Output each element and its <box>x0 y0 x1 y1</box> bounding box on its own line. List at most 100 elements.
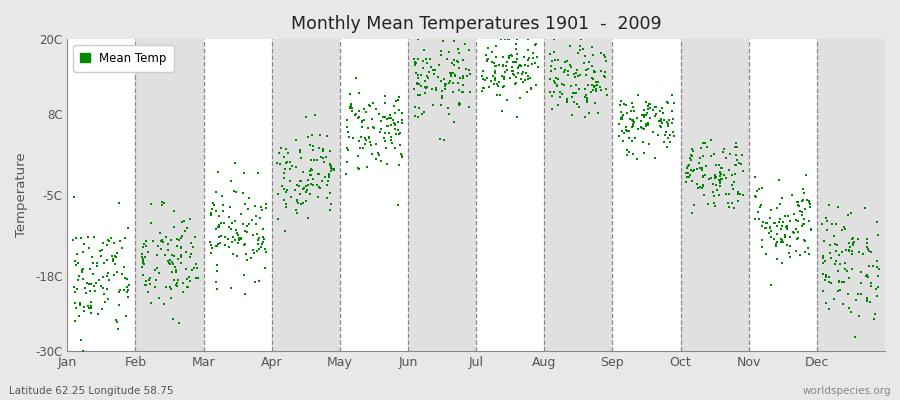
Point <box>486 73 500 79</box>
Point <box>634 124 649 130</box>
Point <box>407 86 421 93</box>
Point <box>247 250 261 256</box>
Point <box>392 107 407 113</box>
Point <box>622 135 636 141</box>
Point <box>713 178 727 184</box>
Point <box>81 303 95 309</box>
Point <box>645 129 660 135</box>
Point <box>418 90 432 97</box>
Point <box>551 102 565 108</box>
Point <box>489 43 503 50</box>
Point <box>446 38 461 44</box>
Point <box>823 241 837 248</box>
Point <box>508 58 523 65</box>
Point <box>438 86 453 93</box>
Point <box>498 36 512 42</box>
Point <box>758 225 772 231</box>
Point <box>475 85 490 91</box>
Point <box>774 226 788 232</box>
Point <box>250 248 265 254</box>
Point <box>383 112 398 118</box>
Point <box>778 224 793 230</box>
Point <box>377 135 392 142</box>
Point <box>74 337 88 343</box>
Point <box>240 229 255 235</box>
Point <box>311 194 326 200</box>
Point <box>91 310 105 317</box>
Point <box>832 252 846 258</box>
Point <box>719 191 733 197</box>
Point <box>174 244 188 250</box>
Point <box>509 36 524 42</box>
Point <box>706 180 720 187</box>
Point <box>734 152 749 158</box>
Point <box>301 215 315 222</box>
Point <box>150 251 165 258</box>
Point <box>251 234 266 241</box>
Point <box>455 72 470 79</box>
Point <box>137 261 151 267</box>
Point <box>626 100 640 107</box>
Point <box>447 57 462 64</box>
Point <box>560 58 574 64</box>
Point <box>160 241 175 248</box>
Point <box>660 119 674 126</box>
Point <box>519 70 534 76</box>
Point <box>225 239 239 246</box>
Point <box>271 215 285 222</box>
Point <box>342 134 356 141</box>
Point <box>714 176 728 182</box>
Point <box>290 197 304 204</box>
Point <box>362 135 376 141</box>
Point <box>229 188 243 195</box>
Point <box>577 60 591 67</box>
Point <box>278 189 293 195</box>
Point <box>392 130 407 136</box>
Point <box>708 172 723 178</box>
Point <box>489 62 503 69</box>
Point <box>407 56 421 63</box>
Point <box>755 222 770 229</box>
Point <box>444 73 458 80</box>
Point <box>858 205 872 211</box>
Point <box>567 98 581 105</box>
Point <box>716 176 730 182</box>
Point <box>566 90 580 96</box>
Point <box>218 242 232 248</box>
Point <box>614 115 628 122</box>
Point <box>500 97 514 104</box>
Point <box>615 98 629 104</box>
Point <box>860 272 874 279</box>
Legend: Mean Temp: Mean Temp <box>73 45 174 72</box>
Point <box>498 69 512 75</box>
Point <box>154 246 168 252</box>
Point <box>845 266 859 272</box>
Point <box>70 260 85 266</box>
Point <box>393 151 408 157</box>
Point <box>574 36 589 42</box>
Point <box>553 94 567 100</box>
Point <box>526 50 540 56</box>
Point <box>815 220 830 227</box>
Point <box>649 104 663 110</box>
Point <box>513 95 527 102</box>
Point <box>408 61 422 67</box>
Point <box>520 72 535 79</box>
Point <box>593 84 608 90</box>
Point <box>394 117 409 124</box>
Point <box>612 120 626 127</box>
Point <box>623 116 637 122</box>
Point <box>290 198 304 204</box>
Point <box>94 253 108 259</box>
Point <box>712 162 726 168</box>
Point <box>395 154 410 160</box>
Point <box>274 145 288 151</box>
Point <box>780 242 795 248</box>
Point <box>321 177 336 184</box>
Point <box>687 202 701 208</box>
Point <box>183 277 197 284</box>
Point <box>661 134 675 141</box>
Point <box>558 67 572 74</box>
Point <box>748 216 762 222</box>
Point <box>451 80 465 86</box>
